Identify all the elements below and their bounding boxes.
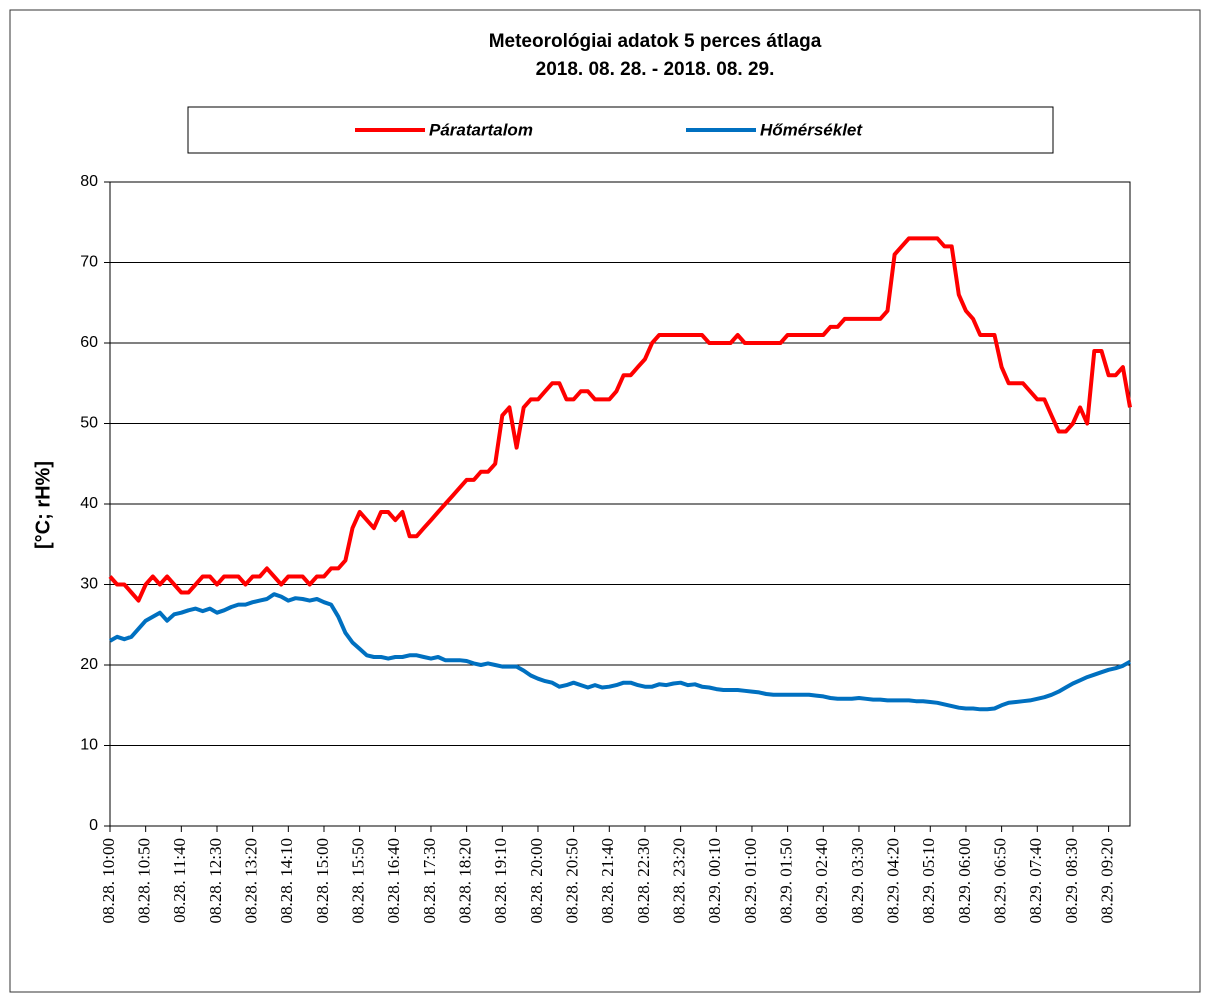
x-tick-label: 08.28. 18:20	[456, 838, 475, 923]
data-line	[108, 236, 1132, 603]
x-tick-label: 08.28. 10:50	[135, 838, 154, 923]
x-tick-label: 08.29. 06:50	[991, 838, 1010, 923]
x-tick-label: 08.28. 19:10	[491, 838, 510, 923]
x-tick-label: 08.29. 02:40	[812, 838, 831, 923]
y-tick-label: 30	[80, 576, 98, 593]
x-tick-label: 08.28. 23:20	[670, 838, 689, 923]
x-tick-label: 08.29. 01:50	[777, 838, 796, 923]
y-tick-label: 60	[80, 334, 98, 351]
x-tick-label: 08.28. 12:30	[206, 838, 225, 923]
legend-label: Páratartalom	[429, 120, 533, 139]
x-tick-label: 08.28. 21:40	[598, 838, 617, 923]
y-tick-label: 50	[80, 415, 98, 432]
x-tick-label: 08.28. 14:10	[277, 838, 296, 923]
x-tick-label: 08.29. 05:10	[919, 838, 938, 923]
y-tick-label: 80	[80, 173, 98, 190]
x-tick-label: 08.28. 16:40	[384, 838, 403, 923]
x-tick-label: 08.28. 11:40	[170, 838, 189, 923]
y-tick-label: 0	[89, 817, 98, 834]
x-tick-label: 08.28. 15:50	[349, 838, 368, 923]
x-tick-label: 08.28. 10:00	[99, 838, 118, 923]
y-tick-label: 40	[80, 495, 98, 512]
x-tick-label: 08.29. 00:10	[705, 838, 724, 923]
y-tick-label: 20	[80, 656, 98, 673]
x-tick-label: 08.28. 13:20	[242, 838, 261, 923]
legend-label: Hőmérséklet	[760, 120, 863, 139]
x-tick-label: 08.29. 04:20	[884, 838, 903, 923]
y-axis-label: [°C; rH%]	[32, 461, 54, 549]
x-tick-label: 08.28. 20:50	[563, 838, 582, 923]
x-tick-label: 08.29. 07:40	[1026, 838, 1045, 923]
y-tick-label: 70	[80, 254, 98, 271]
x-tick-label: 08.28. 20:00	[527, 838, 546, 923]
x-tick-label: 08.29. 08:30	[1062, 838, 1081, 923]
x-tick-label: 08.28. 15:00	[313, 838, 332, 923]
chart-subtitle: 2018. 08. 28. - 2018. 08. 29.	[536, 59, 775, 80]
x-tick-label: 08.29. 01:00	[741, 838, 760, 923]
y-tick-label: 10	[80, 737, 98, 754]
legend-box	[187, 106, 1054, 154]
x-tick-label: 08.29. 09:20	[1098, 838, 1117, 923]
x-tick-label: 08.28. 22:30	[634, 838, 653, 923]
x-tick-label: 08.29. 03:30	[848, 838, 867, 923]
data-line	[108, 592, 1131, 712]
x-tick-label: 08.29. 06:00	[955, 838, 974, 923]
x-tick-label: 08.28. 17:30	[420, 838, 439, 923]
chart-title: Meteorológiai adatok 5 perces átlaga	[489, 31, 822, 52]
